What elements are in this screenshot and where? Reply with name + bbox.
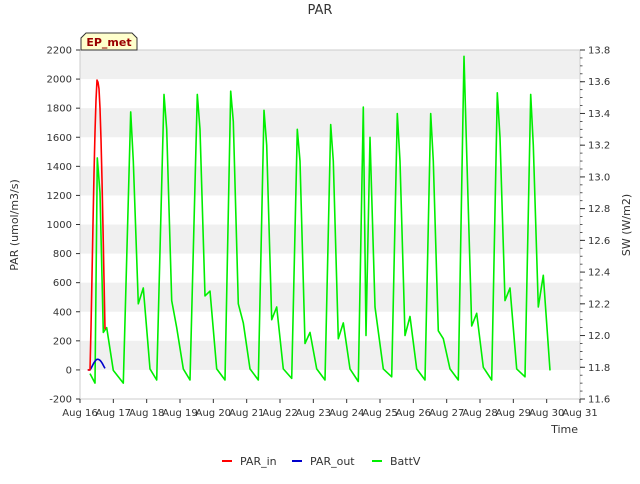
x-tick-label: Aug 17 bbox=[96, 408, 131, 419]
y-left-tick-label: 0 bbox=[66, 365, 72, 376]
y-right-tick-label: 11.8 bbox=[588, 363, 610, 374]
series-line-par-out bbox=[87, 358, 106, 371]
y-right-tick-label: 12.4 bbox=[588, 268, 610, 279]
background-bands bbox=[80, 50, 580, 370]
y-left-tick-label: 600 bbox=[53, 278, 72, 289]
legend-label-par-out: PAR_out bbox=[310, 455, 355, 468]
y-left-tick-label: 400 bbox=[53, 307, 72, 318]
chart-title: PAR bbox=[308, 3, 333, 18]
y-right-axis-label: SW (W/m2) bbox=[620, 194, 633, 256]
x-tick-label: Aug 21 bbox=[229, 408, 264, 419]
y-left-tick-label: 200 bbox=[53, 336, 72, 347]
station-badge-box bbox=[80, 32, 138, 51]
x-tick-label: Aug 28 bbox=[462, 408, 497, 419]
station-badge-label: EP_met bbox=[86, 36, 131, 49]
x-axis-label: Time bbox=[550, 423, 578, 436]
y-left-tick-label: 1600 bbox=[47, 133, 72, 144]
legend: PAR_in PAR_out BattV bbox=[222, 455, 421, 468]
y-right-tick-label: 13.4 bbox=[588, 109, 610, 120]
y-left-tick-label: 1200 bbox=[47, 191, 72, 202]
y-right-tick-label: 12.2 bbox=[588, 299, 610, 310]
x-tick-label: Aug 30 bbox=[529, 408, 564, 419]
y-right-tick-label: 13.0 bbox=[588, 172, 610, 183]
y-right-axis: 11.6 11.8 12.0 12.2 12.4 12.6 12.8 13.0 13.2 13.4… bbox=[580, 46, 610, 406]
y-left-tick-label: 2000 bbox=[47, 75, 72, 86]
legend-label-battv: BattV bbox=[390, 455, 421, 468]
legend-label-par-in: PAR_in bbox=[240, 455, 277, 468]
grid-band bbox=[80, 282, 580, 312]
series-line-battv bbox=[89, 55, 551, 384]
x-tick-label: Aug 26 bbox=[396, 408, 431, 419]
y-left-tick-label: 1800 bbox=[47, 104, 72, 115]
y-right-tick-label: 12.8 bbox=[588, 204, 610, 215]
x-tick-label: Aug 16 bbox=[62, 408, 97, 419]
x-tick-label: Aug 27 bbox=[429, 408, 464, 419]
x-tick-label: Aug 19 bbox=[162, 408, 197, 419]
series-layer bbox=[87, 55, 551, 384]
x-tick-label: Aug 29 bbox=[496, 408, 531, 419]
y-left-axis: -200 0 200 400 600 800 1000 1200 1400 1600 1800 200… bbox=[47, 46, 80, 406]
y-right-tick-label: 13.6 bbox=[588, 77, 610, 88]
grid-band bbox=[80, 340, 580, 370]
y-left-axis-label: PAR (umol/m3/s) bbox=[8, 179, 21, 271]
y-right-tick-label: 12.0 bbox=[588, 331, 610, 342]
x-tick-label: Aug 20 bbox=[196, 408, 231, 419]
y-left-tick-label: -200 bbox=[49, 395, 72, 406]
y-right-tick-label: 12.6 bbox=[588, 236, 610, 247]
y-right-tick-label: 11.6 bbox=[588, 395, 610, 406]
y-right-tick-label: 13.2 bbox=[588, 141, 610, 152]
station-badge: EP_met bbox=[80, 32, 138, 51]
x-tick-label: Aug 18 bbox=[129, 408, 164, 419]
y-left-tick-label: 800 bbox=[53, 249, 72, 260]
x-tick-label: Aug 23 bbox=[296, 408, 331, 419]
x-tick-label: Aug 25 bbox=[362, 408, 397, 419]
y-left-tick-label: 1400 bbox=[47, 162, 72, 173]
grid-band bbox=[80, 50, 580, 80]
x-tick-label: Aug 31 bbox=[562, 408, 597, 419]
x-tick-label: Aug 22 bbox=[262, 408, 297, 419]
grid-band bbox=[80, 224, 580, 254]
x-tick-label: Aug 24 bbox=[329, 408, 364, 419]
y-right-tick-label: 13.8 bbox=[588, 46, 610, 57]
y-left-tick-label: 2200 bbox=[47, 46, 72, 57]
series-line-par-in bbox=[87, 79, 106, 371]
y-left-tick-label: 1000 bbox=[47, 220, 72, 231]
